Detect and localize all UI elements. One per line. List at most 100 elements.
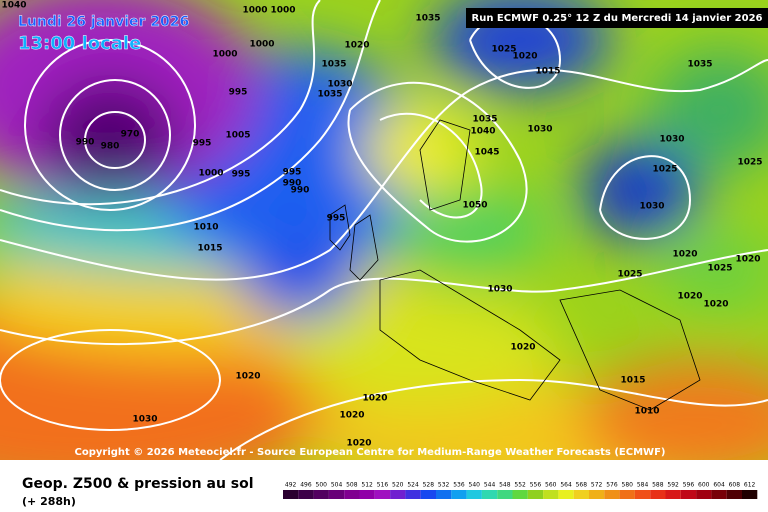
colorbar-swatch	[313, 490, 329, 499]
colorbar-swatch	[558, 490, 574, 499]
colorbar-swatch	[619, 490, 635, 499]
isobar-label: 1020	[512, 52, 537, 62]
isobar-label: 1030	[132, 415, 157, 425]
isobar-label: 1020	[672, 250, 697, 260]
isobar-label: 1030	[639, 202, 664, 212]
colorbar-label: 592	[667, 482, 679, 489]
isobar-label: 1020	[735, 255, 760, 265]
colorbar-label: 544	[484, 482, 496, 489]
colorbar-label: 516	[377, 482, 389, 489]
isobar-label: 1025	[737, 158, 762, 168]
colorbar-swatch	[390, 490, 406, 499]
isobar-label: 1015	[197, 244, 222, 254]
product-title: Geop. Z500 & pression au sol	[22, 476, 254, 492]
colorbar-label: 588	[652, 482, 664, 489]
isobar-label: 990	[283, 179, 302, 189]
forecast-hour: (+ 288h)	[22, 495, 76, 508]
colorbar-swatch	[466, 490, 482, 499]
isobar-label: 1000	[198, 169, 223, 179]
isobar-label: 995	[232, 170, 251, 180]
colorbar-swatch	[604, 490, 620, 499]
colorbar-label: 556	[530, 482, 542, 489]
colorbar-swatch	[420, 490, 436, 499]
colorbar-swatch	[711, 490, 727, 499]
colorbar-label: 568	[576, 482, 588, 489]
isobar-label: 1000	[212, 50, 237, 60]
isobar-label: 980	[101, 142, 120, 152]
colorbar-swatch	[665, 490, 681, 499]
colorbar-label: 532	[438, 482, 450, 489]
colorbar-swatch	[405, 490, 421, 499]
isobar-label: 1020	[235, 372, 260, 382]
isobar-label: 1000	[249, 40, 274, 50]
isobar-label: 995	[229, 88, 248, 98]
isobar-label: 1035	[472, 115, 497, 125]
colorbar-swatch	[527, 490, 544, 499]
isobar-label: 1035	[321, 60, 346, 70]
isobar-label: 995	[327, 214, 346, 224]
isobar-label: 1025	[652, 165, 677, 175]
isobar-label: 1020	[362, 394, 387, 404]
isobar-label: 1050	[462, 201, 487, 211]
colorbar-label: 612	[744, 482, 756, 489]
colorbar-swatch	[680, 490, 697, 499]
colorbar-swatch	[283, 490, 299, 499]
isobar-label: 1030	[327, 80, 352, 90]
colorbar-label: 524	[407, 482, 419, 489]
colorbar-label: 520	[392, 482, 404, 489]
isobar-label: 1010	[634, 407, 659, 417]
colorbar-label: 608	[729, 482, 741, 489]
coastlines	[329, 119, 701, 411]
colorbar-swatch	[589, 490, 605, 499]
colorbar-label: 552	[514, 482, 526, 489]
colorbar-swatch	[543, 490, 559, 499]
copyright: Copyright © 2026 Meteociel.fr - Source E…	[75, 447, 666, 458]
isobar-label: 1040	[1, 1, 26, 11]
isobars	[0, 0, 768, 431]
colorbar-label: 504	[331, 482, 343, 489]
isobar-label: 995	[283, 168, 302, 178]
colorbar-label: 492	[285, 482, 297, 489]
isobar-label: 1030	[659, 135, 684, 145]
colorbar-label: 540	[469, 482, 481, 489]
isobar-label: 1020	[346, 439, 371, 449]
colorbar-swatch	[512, 490, 528, 499]
colorbar-label: 548	[499, 482, 511, 489]
colorbar-swatch	[726, 490, 742, 499]
colorbar-label: 560	[545, 482, 557, 489]
footer	[0, 460, 768, 512]
isobar-label: 995	[193, 139, 212, 149]
colorbar-label: 572	[591, 482, 603, 489]
isobar-label: 1030	[487, 285, 512, 295]
colorbar-swatch	[696, 490, 712, 499]
colorbar-label: 564	[560, 482, 572, 489]
colorbar-swatch	[742, 490, 758, 499]
colorbar-label: 576	[606, 482, 618, 489]
isobar-label: 1020	[339, 411, 364, 421]
colorbar-label: 528	[423, 482, 435, 489]
colorbar-swatch	[573, 490, 589, 499]
colorbar-label: 512	[361, 482, 373, 489]
isobar-label: 1020	[677, 292, 702, 302]
colorbar-swatch	[481, 490, 498, 499]
colorbar-swatch	[359, 490, 375, 499]
colorbar-swatch	[374, 490, 391, 499]
colorbar-swatch	[451, 490, 467, 499]
isobar-label: 1000	[242, 6, 267, 16]
isobar-label: 1015	[620, 376, 645, 386]
isobar-label: 1035	[687, 60, 712, 70]
isobar-label: 1045	[474, 148, 499, 158]
colorbar-swatch	[634, 490, 651, 499]
isobar-label: 1030	[527, 125, 552, 135]
colorbar-swatch	[298, 490, 314, 499]
colorbar-swatch	[650, 490, 666, 499]
colorbar-swatch	[344, 490, 360, 499]
isobar-label: 1020	[703, 300, 728, 310]
geopotential-field	[0, 0, 768, 500]
colorbar-swatch	[436, 490, 452, 499]
colorbar-label: 580	[622, 482, 634, 489]
colorbar-label: 508	[346, 482, 358, 489]
isobar-label: 1025	[617, 270, 642, 280]
colorbar-swatch	[328, 490, 345, 499]
